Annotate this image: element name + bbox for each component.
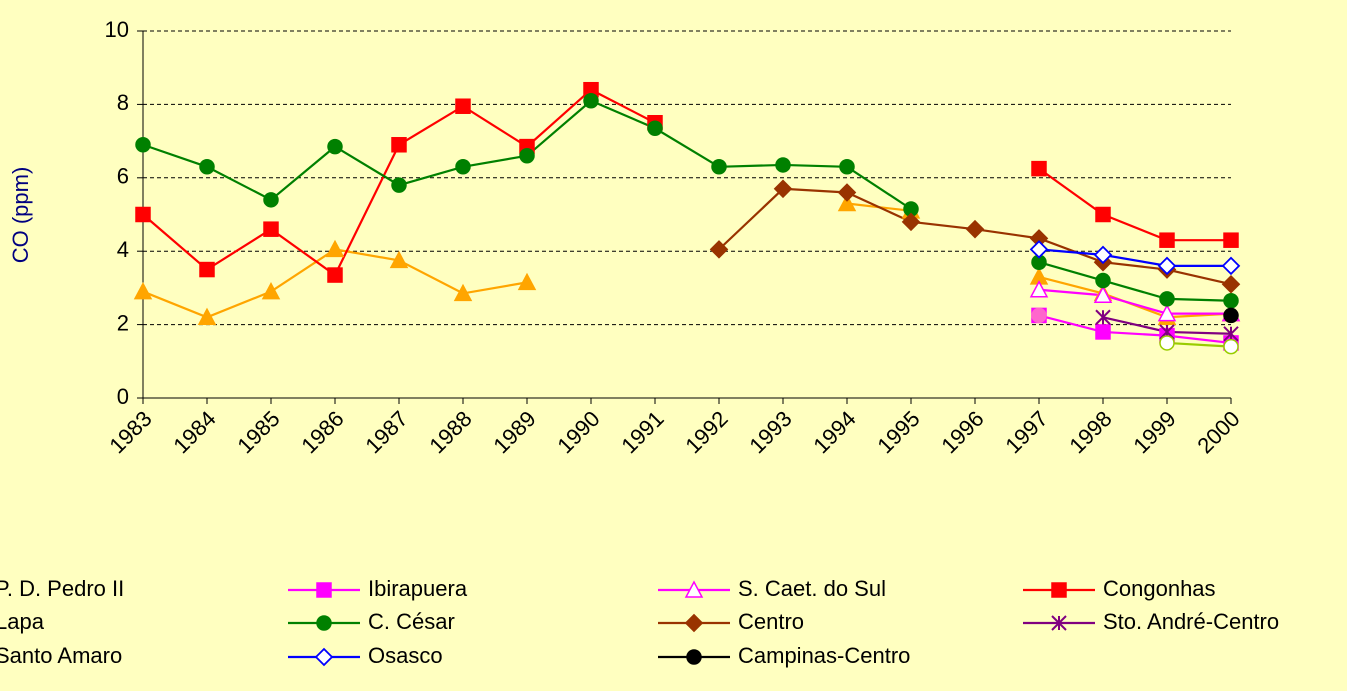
marker <box>1051 582 1067 598</box>
marker <box>316 615 332 631</box>
y-tick-label: 4 <box>117 237 129 262</box>
marker <box>684 580 704 598</box>
marker <box>199 261 215 278</box>
marker <box>135 206 151 223</box>
marker <box>199 159 215 175</box>
series-line <box>1038 288 1231 315</box>
marker <box>1223 338 1239 355</box>
marker <box>325 239 345 258</box>
marker <box>1157 303 1177 322</box>
legend-label: Sto. André-Centro <box>1103 609 1279 634</box>
legend-label: Osasco <box>368 643 443 668</box>
marker <box>1095 324 1111 340</box>
y-tick-label: 0 <box>117 384 129 409</box>
series-line <box>1038 314 1232 345</box>
marker <box>684 613 704 633</box>
marker <box>711 159 727 175</box>
marker <box>839 159 855 175</box>
legend-label: Campinas-Centro <box>738 643 910 668</box>
marker <box>1029 280 1049 298</box>
marker <box>1031 307 1047 324</box>
marker <box>314 647 334 667</box>
marker <box>647 120 663 137</box>
marker <box>1095 309 1111 325</box>
marker <box>391 137 407 153</box>
legend-label: Ibirapuera <box>368 576 468 601</box>
marker <box>327 267 343 283</box>
marker <box>583 92 599 109</box>
marker <box>1157 256 1177 276</box>
legend-label: S. Caet. do Sul <box>738 576 886 601</box>
marker <box>686 649 702 665</box>
legend-label: P. D. Pedro II <box>0 576 124 601</box>
marker <box>519 148 535 164</box>
marker <box>1221 256 1241 276</box>
marker <box>389 250 409 269</box>
marker <box>901 212 921 232</box>
marker <box>1093 245 1113 265</box>
marker <box>1223 232 1239 248</box>
marker <box>517 272 537 291</box>
marker <box>775 157 791 173</box>
y-tick-label: 8 <box>117 90 129 115</box>
marker <box>263 221 279 237</box>
marker <box>455 159 471 175</box>
marker <box>1029 240 1049 259</box>
marker <box>391 177 407 193</box>
series-line <box>1038 248 1231 267</box>
marker <box>1223 307 1239 324</box>
marker <box>133 281 153 300</box>
y-tick-label: 6 <box>117 164 129 189</box>
marker <box>1223 292 1239 309</box>
legend-label: Lapa <box>0 609 45 634</box>
marker <box>261 281 281 300</box>
marker <box>1093 285 1113 303</box>
marker <box>135 137 151 153</box>
marker <box>837 183 857 202</box>
y-tick-label: 2 <box>117 310 129 335</box>
marker <box>1159 291 1175 307</box>
marker <box>327 138 343 155</box>
marker <box>709 240 729 259</box>
legend-label: C. César <box>368 609 455 634</box>
marker <box>1159 335 1175 351</box>
marker <box>1095 272 1111 289</box>
marker <box>263 192 279 208</box>
marker <box>1159 232 1175 248</box>
legend-label: Centro <box>738 609 804 634</box>
legend-label: Congonhas <box>1103 576 1216 601</box>
marker <box>1223 326 1239 342</box>
marker <box>453 283 473 302</box>
y-axis-label: CO (ppm) <box>8 167 33 264</box>
marker <box>455 98 471 114</box>
marker <box>965 219 985 239</box>
marker <box>1051 615 1067 631</box>
marker <box>1095 206 1111 223</box>
marker <box>197 307 217 326</box>
y-tick-label: 10 <box>105 17 129 42</box>
marker <box>1221 274 1241 294</box>
legend-label: Santo Amaro <box>0 643 122 668</box>
marker <box>316 582 332 598</box>
series-line <box>1166 341 1232 348</box>
marker <box>1031 160 1047 177</box>
marker <box>837 193 857 212</box>
marker <box>773 179 793 199</box>
